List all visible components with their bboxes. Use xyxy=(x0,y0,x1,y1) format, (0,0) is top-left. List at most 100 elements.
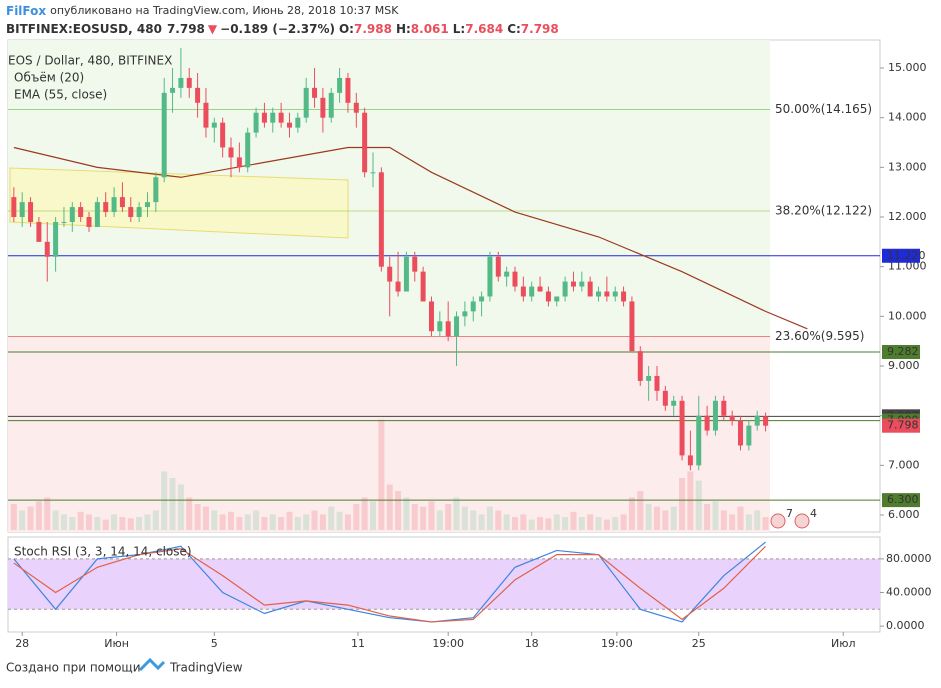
candle-body xyxy=(646,375,652,381)
volume-bar xyxy=(177,484,184,530)
candle-body xyxy=(94,202,100,227)
candle-body xyxy=(479,296,485,302)
volume-bar xyxy=(754,510,761,530)
volume-bar xyxy=(194,504,201,530)
volume-bar xyxy=(370,501,377,530)
candle-body xyxy=(437,321,443,332)
candle-body xyxy=(403,256,409,292)
volume-bar xyxy=(102,519,109,530)
candle-body xyxy=(128,207,134,218)
volume-bar xyxy=(144,514,151,530)
candle-body xyxy=(36,221,42,242)
candle-body xyxy=(144,202,150,208)
candle-body xyxy=(253,112,259,133)
volume-bar xyxy=(411,504,418,530)
symbol: BITFINEX:EOSUSD, 480 xyxy=(6,22,162,36)
y-tick-label: 15.000 xyxy=(888,61,927,74)
candle-body xyxy=(537,286,543,292)
candle-body xyxy=(570,281,576,287)
y-tick-label: 9.000 xyxy=(888,359,920,372)
candle-body xyxy=(370,172,376,174)
x-tick-label: Июл xyxy=(831,637,856,650)
volume-bar xyxy=(537,517,544,530)
candle-body xyxy=(604,291,610,297)
volume-bar xyxy=(653,506,660,530)
y-tick-label: 80.0000 xyxy=(886,552,932,565)
candle-body xyxy=(211,122,217,128)
event-count: 7 xyxy=(786,507,793,520)
price-badge-label: 9.282 xyxy=(887,345,919,358)
logo xyxy=(138,657,166,672)
fib-label: 50.00%(14.165) xyxy=(775,102,872,116)
o-label: O: xyxy=(339,22,354,36)
volume-bar xyxy=(202,506,209,530)
candle-body xyxy=(721,400,727,416)
candle-body xyxy=(362,112,368,173)
candle-body xyxy=(679,400,685,456)
candle-body xyxy=(729,415,735,421)
h: 8.061 xyxy=(411,22,449,36)
legend-title: EOS / Dollar, 480, BITFINEX xyxy=(8,54,172,68)
x-tick-label: 18 xyxy=(525,637,539,650)
volume-bar xyxy=(136,517,143,530)
volume-bar xyxy=(86,514,93,530)
candle-body xyxy=(671,400,677,406)
volume-bar xyxy=(111,514,118,530)
arrow: ▼ xyxy=(208,22,218,36)
candle-body xyxy=(86,217,92,227)
change: −0.189 (−2.37%) xyxy=(220,22,335,36)
candle-body xyxy=(654,375,660,391)
candle-body xyxy=(178,77,184,88)
fib-label: 38.20%(12.122) xyxy=(775,203,872,217)
volume-bar xyxy=(712,501,719,530)
volume-bar xyxy=(403,497,410,530)
volume-bar xyxy=(495,510,502,530)
candle-body xyxy=(554,296,560,302)
candle-body xyxy=(61,221,67,223)
candle-body xyxy=(261,112,267,123)
candle-body xyxy=(454,316,460,337)
footer-brand[interactable]: TradingView xyxy=(169,661,243,675)
candle-body xyxy=(270,112,276,123)
candle-body xyxy=(170,87,176,93)
candle-body xyxy=(562,281,568,297)
volume-bar xyxy=(269,514,276,530)
candle-body xyxy=(28,202,34,222)
candle-body xyxy=(19,202,25,218)
x-tick-label: 19:00 xyxy=(432,637,464,650)
volume-bar xyxy=(520,514,527,530)
volume-bar xyxy=(27,506,34,530)
volume-bar xyxy=(336,511,343,530)
volume-bar xyxy=(395,491,402,530)
candle-body xyxy=(746,425,752,446)
candle-body xyxy=(712,400,718,431)
candle-body xyxy=(228,147,234,158)
candle-body xyxy=(495,256,501,277)
author: FilFox xyxy=(6,4,46,18)
last: 7.798 xyxy=(167,22,205,36)
volume-bar xyxy=(286,511,293,530)
x-tick-label: 25 xyxy=(692,637,706,650)
volume-bar xyxy=(119,517,126,530)
volume-bar xyxy=(420,506,427,530)
fib-zone-lower xyxy=(8,336,770,532)
volume-bar xyxy=(303,514,310,530)
candle-body xyxy=(596,291,602,297)
volume-bar xyxy=(445,504,452,530)
price-badge xyxy=(882,493,920,508)
candle-body xyxy=(754,415,760,426)
volume-bar xyxy=(528,519,535,530)
header-line: FilFox опубликовано на TradingView.com, И… xyxy=(6,4,399,18)
y-tick-label: 0.0000 xyxy=(886,619,925,632)
volume-bar xyxy=(244,514,251,530)
candle-body xyxy=(662,390,668,406)
candle-body xyxy=(529,286,535,297)
volume-bar xyxy=(328,506,335,530)
y-tick-label: 14.000 xyxy=(888,111,927,124)
candle-body xyxy=(245,132,251,168)
y-tick-label: 12.000 xyxy=(888,210,927,223)
candle-body xyxy=(320,97,326,118)
volume-bar xyxy=(311,510,318,530)
volume-bar xyxy=(762,517,769,530)
